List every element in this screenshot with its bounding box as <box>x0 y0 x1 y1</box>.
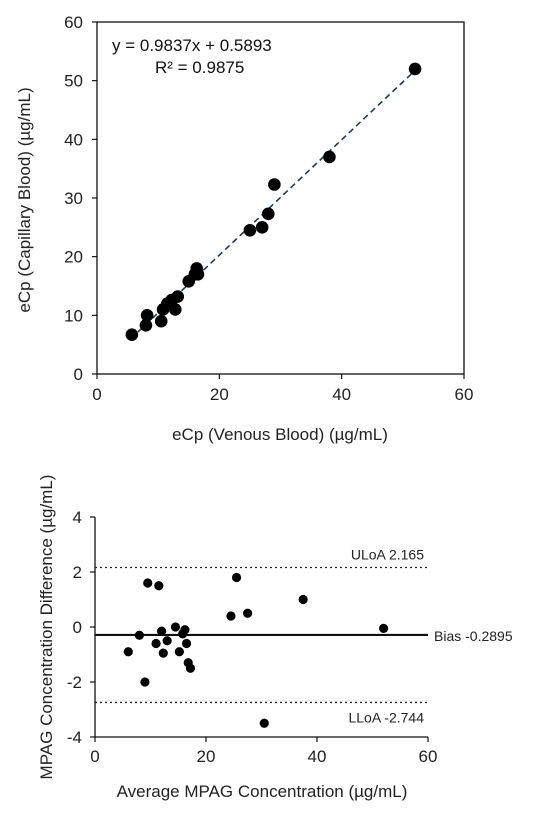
correlation-chart: 0 20 40 60 0 10 20 30 40 50 60 y = 0.9837x + 0.589… <box>15 13 473 444</box>
chart2-data-point <box>158 648 168 658</box>
chart2-bias-label: Bias -0.2895 <box>434 628 513 644</box>
chart2-data-point <box>123 647 133 657</box>
chart1-data-point <box>261 207 275 221</box>
chart2-x-tick-label: 60 <box>419 747 438 766</box>
chart1-data-point <box>268 178 281 191</box>
chart2-data-point <box>151 638 161 649</box>
chart1-r-squared: R² = 0.9875 <box>155 58 244 77</box>
chart2-points <box>123 572 389 728</box>
chart2-data-point <box>170 622 181 632</box>
chart2-x-tick-label: 0 <box>90 747 99 766</box>
chart2-data-point <box>174 647 184 657</box>
chart2-reference-lines: ULoA 2.165 Bias -0.2895 LLoA -2.744 <box>95 546 513 725</box>
chart1-x-tick-label: 20 <box>210 385 229 404</box>
chart2-data-point <box>298 594 308 605</box>
chart2-loa-label: ULoA 2.165 <box>351 546 424 562</box>
chart2-data-point <box>140 677 150 687</box>
chart2-loa-label: LLoA -2.744 <box>348 709 424 725</box>
bland-altman-chart: 0 20 40 60 -4 -2 0 2 4 ULoA 2.165 Bias -0.2895 LLo… <box>37 475 513 801</box>
chart1-y-tick-label: 40 <box>64 130 83 149</box>
chart1-data-point <box>323 150 336 164</box>
chart1-y-tick-label: 20 <box>64 248 83 267</box>
chart2-data-point <box>185 663 196 673</box>
chart1-data-point <box>125 328 139 341</box>
chart2-data-point <box>231 572 242 583</box>
chart2-x-tick-label: 20 <box>197 747 216 766</box>
chart1-y-tick-label: 50 <box>64 72 83 91</box>
chart2-y-tick-label: 4 <box>73 508 82 527</box>
chart2-ticks: 0 20 40 60 -4 -2 0 2 4 <box>67 508 438 766</box>
chart2-data-point <box>143 578 153 588</box>
chart1-data-point <box>139 319 153 332</box>
chart1-x-tick-label: 0 <box>92 385 101 404</box>
chart2-data-point <box>180 625 190 635</box>
chart1-x-tick-label: 60 <box>455 385 474 404</box>
chart2-y-tick-label: 0 <box>73 618 82 637</box>
chart1-x-axis-title: eCp (Venous Blood) (µg/mL) <box>172 425 388 444</box>
chart1-data-point <box>140 309 154 322</box>
chart2-data-point <box>134 630 144 640</box>
chart2-data-point <box>243 608 253 618</box>
chart2-data-point <box>226 611 236 621</box>
chart2-data-point <box>181 638 192 649</box>
chart1-ticks: 0 20 40 60 0 10 20 30 40 50 60 <box>64 13 473 404</box>
chart1-y-tick-label: 10 <box>64 306 83 325</box>
chart1-data-point <box>243 223 257 237</box>
chart1-y-tick-label: 30 <box>64 189 83 208</box>
chart2-data-point <box>379 623 389 633</box>
chart2-y-tick-label: -4 <box>67 728 82 747</box>
chart1-data-point <box>255 221 269 234</box>
chart1-x-tick-label: 40 <box>332 385 351 404</box>
chart1-y-axis-title: eCp (Capillary Blood) (µg/mL) <box>15 87 34 312</box>
chart2-x-tick-label: 40 <box>308 747 327 766</box>
chart1-y-tick-label: 0 <box>74 365 83 384</box>
chart1-points <box>125 62 422 341</box>
chart1-data-point <box>168 303 182 316</box>
chart2-data-point <box>154 581 164 591</box>
chart2-data-point <box>157 626 167 636</box>
chart2-y-tick-label: -2 <box>67 673 82 692</box>
chart2-y-tick-label: 2 <box>73 563 82 582</box>
chart2-y-axis-title: MPAG Concentration Difference (µg/mL) <box>37 475 56 780</box>
chart2-data-point <box>259 718 269 728</box>
chart2-x-axis-title: Average MPAG Concentration (µg/mL) <box>117 782 408 801</box>
chart1-data-point <box>154 314 168 328</box>
chart1-data-point <box>408 62 422 76</box>
chart1-data-point <box>191 267 205 281</box>
chart1-y-tick-label: 60 <box>64 13 83 32</box>
chart1-data-point <box>171 290 185 303</box>
chart2-data-point <box>162 636 172 646</box>
chart1-equation: y = 0.9837x + 0.5893 <box>112 36 272 55</box>
